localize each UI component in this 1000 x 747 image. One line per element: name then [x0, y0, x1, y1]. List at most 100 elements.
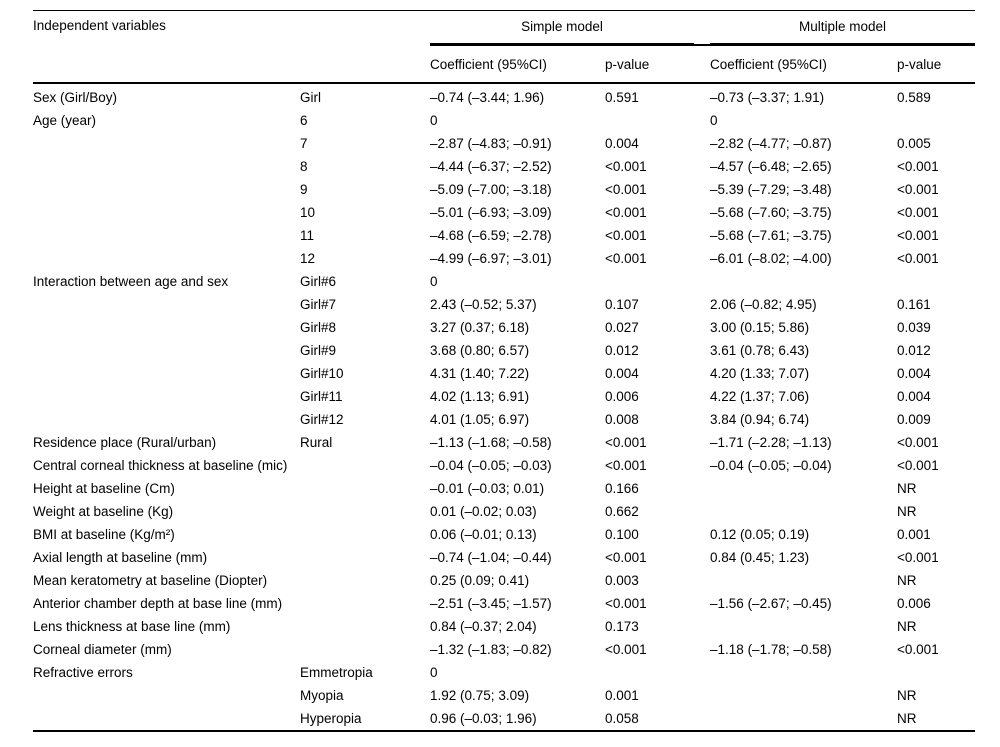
simple-coefficient-cell: –0.74 (–3.44; 1.96)	[430, 90, 545, 105]
table-row: Girl#10 4.31 (1.40; 7.22) 0.004 4.20 (1.…	[33, 362, 975, 385]
variable-cell: Lens thickness at base line (mm)	[33, 619, 231, 634]
multiple-pvalue-cell: <0.001	[897, 550, 939, 565]
multiple-coefficient-cell	[710, 615, 897, 638]
table-row: BMI at baseline (Kg/m²) 0.06 (–0.01; 0.1…	[33, 523, 975, 546]
simple-pvalue-cell: 0.006	[605, 389, 639, 404]
simple-pvalue-cell: 0.001	[605, 688, 639, 703]
simple-coefficient-cell: –0.01 (–0.03; 0.01)	[430, 481, 545, 496]
multiple-pvalue-cell	[897, 661, 975, 684]
multiple-pvalue-cell: 0.006	[897, 596, 931, 611]
simple-pvalue-cell	[605, 661, 710, 684]
multiple-coefficient-cell: 0	[710, 113, 718, 128]
independent-variables-header: Independent variables	[33, 10, 431, 84]
multiple-coefficient-cell: 0.84 (0.45; 1.23)	[710, 550, 810, 565]
simple-coefficient-cell: –2.51 (–3.45; –1.57)	[430, 596, 552, 611]
simple-coefficient-cell: –4.68 (–6.59; –2.78)	[430, 228, 552, 243]
variable-cell	[33, 178, 300, 201]
level-cell: Girl#9	[300, 343, 337, 358]
level-cell: 8	[300, 159, 308, 174]
variable-cell	[33, 707, 300, 731]
table-row: Girl#9 3.68 (0.80; 6.57) 0.012 3.61 (0.7…	[33, 339, 975, 362]
simple-coefficient-cell: –1.13 (–1.68; –0.58)	[430, 435, 552, 450]
level-cell: Girl#11	[300, 389, 343, 404]
multiple-pvalue-cell: 0.589	[897, 90, 931, 105]
multiple-coefficient-cell: –1.71 (–2.28; –1.13)	[710, 435, 832, 450]
variable-cell	[33, 339, 300, 362]
variable-cell: Height at baseline (Cm)	[33, 481, 175, 496]
table-row: Myopia 1.92 (0.75; 3.09) 0.001 NR	[33, 684, 975, 707]
simple-pvalue-cell: <0.001	[605, 550, 647, 565]
multiple-coefficient-cell: 4.20 (1.33; 7.07)	[710, 366, 810, 381]
multiple-coefficient-cell: 3.84 (0.94; 6.74)	[710, 412, 810, 427]
level-cell: Girl#12	[300, 412, 344, 427]
multiple-coefficient-cell	[710, 477, 897, 500]
table-row: Girl#8 3.27 (0.37; 6.18) 0.027 3.00 (0.1…	[33, 316, 975, 339]
level-cell: Girl#7	[300, 297, 337, 312]
level-cell: Rural	[300, 435, 333, 450]
multiple-pvalue-cell: <0.001	[897, 435, 939, 450]
simple-pvalue-cell: 0.107	[605, 297, 639, 312]
simple-pvalue-cell: 0.100	[605, 527, 639, 542]
regression-table-wrapper: Independent variables Simple model Multi…	[33, 10, 976, 732]
multiple-coefficient-cell: 3.00 (0.15; 5.86)	[710, 320, 810, 335]
simple-pvalue-cell: <0.001	[605, 251, 647, 266]
simple-pvalue-cell: <0.001	[605, 182, 647, 197]
simple-coefficient-cell: 0	[430, 665, 438, 680]
simple-pvalue-cell: <0.001	[605, 205, 647, 220]
level-cell: Hyperopia	[300, 711, 362, 726]
variable-cell: BMI at baseline (Kg/m²)	[33, 527, 175, 542]
multiple-pvalue-cell: NR	[897, 711, 917, 726]
level-cell: 6	[300, 113, 308, 128]
variable-cell: Weight at baseline (Kg)	[33, 504, 174, 519]
simple-coefficient-cell: 3.68 (0.80; 6.57)	[430, 343, 530, 358]
table-row: Corneal diameter (mm) –1.32 (–1.83; –0.8…	[33, 638, 975, 661]
multiple-pvalue-cell: NR	[897, 481, 917, 496]
level-cell: 12	[300, 251, 316, 266]
multiple-pvalue-cell: 0.009	[897, 412, 931, 427]
multiple-coefficient-cell: –4.57 (–6.48; –2.65)	[710, 159, 832, 174]
table-row: Anterior chamber depth at base line (mm)…	[33, 592, 975, 615]
level-cell: Girl#10	[300, 366, 344, 381]
variable-cell	[33, 684, 300, 707]
column-header-row: Coefficient (95%CI) p-value Coefficient …	[33, 45, 976, 84]
table-row: Sex (Girl/Boy) Girl –0.74 (–3.44; 1.96) …	[33, 83, 975, 109]
simple-pvalue-cell: 0.004	[605, 366, 639, 381]
multiple-pvalue-cell: 0.005	[897, 136, 931, 151]
table-row: Residence place (Rural/urban) Rural –1.1…	[33, 431, 975, 454]
multiple-pvalue-header: p-value	[897, 45, 976, 84]
variable-cell: Age (year)	[33, 113, 97, 128]
multiple-pvalue-cell: <0.001	[897, 642, 939, 657]
table-row: Girl#12 4.01 (1.05; 6.97) 0.008 3.84 (0.…	[33, 408, 975, 431]
variable-cell	[33, 408, 300, 431]
multiple-pvalue-cell: <0.001	[897, 182, 939, 197]
regression-results-table: Independent variables Simple model Multi…	[33, 10, 976, 732]
table-row: 10 –5.01 (–6.93; –3.09) <0.001 –5.68 (–7…	[33, 201, 975, 224]
simple-pvalue-cell	[605, 270, 710, 293]
level-cell	[300, 523, 430, 546]
multiple-coefficient-cell	[710, 270, 897, 293]
simple-coefficient-cell: 0	[430, 113, 438, 128]
variable-cell	[33, 132, 300, 155]
table-row: Hyperopia 0.96 (–0.03; 1.96) 0.058 NR	[33, 707, 975, 731]
level-cell: 11	[300, 228, 315, 243]
simple-coefficient-cell: –4.99 (–6.97; –3.01)	[430, 251, 552, 266]
table-row: Weight at baseline (Kg) 0.01 (–0.02; 0.0…	[33, 500, 975, 523]
variable-cell: Axial length at baseline (mm)	[33, 550, 208, 565]
multiple-coefficient-cell: –0.04 (–0.05; –0.04)	[710, 458, 832, 473]
level-cell: Girl#6	[300, 274, 337, 289]
level-cell	[300, 500, 430, 523]
variable-cell	[33, 385, 300, 408]
simple-coefficient-cell: –0.74 (–1.04; –0.44)	[430, 550, 552, 565]
table-row: Girl#11 4.02 (1.13; 6.91) 0.006 4.22 (1.…	[33, 385, 975, 408]
variable-cell	[33, 362, 300, 385]
multiple-coefficient-cell	[710, 684, 897, 707]
simple-coefficient-cell: –5.01 (–6.93; –3.09)	[430, 205, 552, 220]
table-row: 7 –2.87 (–4.83; –0.91) 0.004 –2.82 (–4.7…	[33, 132, 975, 155]
simple-pvalue-cell: 0.662	[605, 504, 639, 519]
simple-coefficient-cell: 3.27 (0.37; 6.18)	[430, 320, 530, 335]
multiple-pvalue-cell	[897, 109, 975, 132]
simple-pvalue-cell: 0.004	[605, 136, 639, 151]
multiple-model-label: Multiple model	[710, 11, 976, 44]
model-header-row: Independent variables Simple model Multi…	[33, 10, 976, 84]
level-cell	[300, 477, 430, 500]
